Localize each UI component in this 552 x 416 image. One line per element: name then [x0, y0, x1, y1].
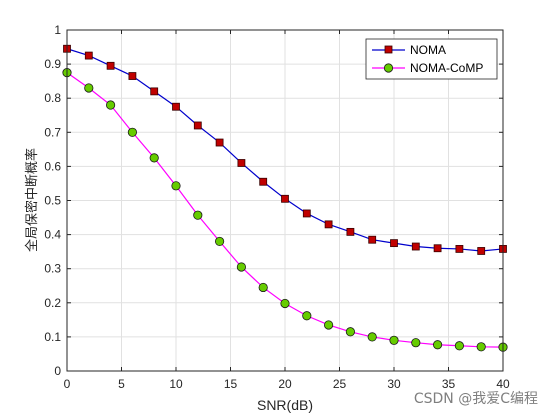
data-point-noma [150, 87, 159, 96]
data-point-noma [455, 245, 464, 253]
x-tick-label: 35 [442, 377, 456, 391]
y-tick-label: 0.4 [44, 228, 61, 242]
data-point-noma-comp [84, 83, 94, 93]
data-point-noma-comp [389, 335, 399, 345]
legend-marker-noma [384, 45, 393, 54]
x-tick-label: 5 [118, 377, 125, 391]
data-point-noma [411, 242, 420, 251]
y-tick-label: 1 [54, 23, 61, 37]
x-axis-label: SNR(dB) [257, 397, 313, 413]
data-point-noma [106, 61, 115, 70]
data-point-noma-comp [127, 127, 137, 137]
data-point-noma [84, 51, 93, 60]
data-point-noma-comp [432, 340, 443, 350]
data-point-noma-comp [106, 100, 116, 110]
data-point-noma [368, 235, 377, 244]
watermark: CSDN @我爱C编程 [413, 391, 538, 407]
y-tick-label: 0.6 [44, 159, 61, 173]
data-point-noma [390, 239, 398, 248]
data-point-noma [237, 159, 246, 167]
legend-label-noma: NOMA [410, 43, 446, 57]
y-axis-label: 全局保密中断概率 [24, 148, 40, 252]
data-point-noma [433, 244, 442, 253]
data-point-noma [477, 247, 486, 255]
data-point-noma-comp [258, 282, 268, 293]
data-point-noma [281, 194, 289, 203]
data-point-noma [128, 72, 137, 80]
x-tick-label: 30 [387, 377, 401, 391]
data-point-noma-comp [236, 262, 246, 272]
x-tick-label: 20 [278, 377, 292, 391]
data-point-noma-comp [215, 236, 225, 247]
data-point-noma-comp [149, 153, 159, 163]
y-tick-label: 0.8 [44, 91, 61, 105]
data-point-noma [259, 177, 268, 186]
legend: NOMA NOMA-CoMP [365, 38, 498, 80]
ticks: 0 5 10 15 20 25 30 35 40 0 0.1 0.2 0.3 0.4 0.5 0.6 0.7 0.… [44, 23, 510, 391]
legend-marker-noma-comp [383, 63, 394, 73]
y-tick-label: 0.3 [44, 262, 61, 276]
data-point-noma [215, 138, 224, 147]
data-point-noma-comp [367, 332, 377, 342]
data-point-noma-comp [193, 210, 203, 220]
data-point-noma-comp [171, 181, 181, 191]
data-point-noma-comp [280, 298, 290, 309]
x-tick-label: 25 [333, 377, 347, 391]
legend-label-noma-comp: NOMA-CoMP [410, 61, 483, 75]
data-point-noma [193, 121, 202, 130]
x-tick-label: 40 [496, 377, 510, 391]
data-point-noma-comp [345, 327, 355, 337]
x-tick-label: 15 [224, 377, 238, 391]
data-point-noma [324, 220, 333, 229]
data-point-noma [172, 102, 180, 111]
y-tick-label: 0 [54, 364, 61, 378]
y-tick-label: 0.7 [44, 125, 61, 139]
data-point-noma-comp [454, 341, 464, 351]
x-tick-label: 10 [169, 377, 183, 391]
y-tick-label: 0.2 [44, 296, 61, 310]
data-point-noma-comp [323, 320, 334, 330]
data-point-noma [346, 227, 355, 236]
data-point-noma [302, 209, 311, 218]
data-point-noma-comp [476, 342, 486, 352]
data-point-noma-comp [411, 338, 421, 348]
y-tick-label: 0.1 [44, 330, 61, 344]
y-tick-label: 0.9 [44, 57, 61, 71]
data-point-noma-comp [302, 311, 312, 321]
x-tick-label: 0 [64, 377, 71, 391]
y-tick-label: 0.5 [44, 194, 61, 208]
